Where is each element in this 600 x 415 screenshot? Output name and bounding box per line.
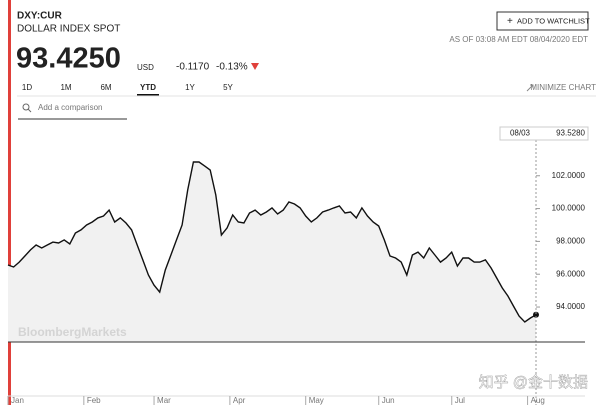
x-tick-label: Mar: [157, 396, 171, 405]
plus-icon[interactable]: +: [507, 16, 513, 27]
y-tick-label: 98.0000: [556, 237, 585, 246]
x-tick-label: Jun: [382, 396, 395, 405]
tab[interactable]: 1Y: [185, 83, 195, 92]
y-tick-label: 102.0000: [552, 171, 586, 180]
tab[interactable]: 1D: [22, 83, 32, 92]
current-date: 08/03: [510, 129, 531, 138]
y-tick-label: 96.0000: [556, 269, 585, 278]
x-tick-label: May: [309, 396, 324, 405]
x-tick-label: Apr: [233, 396, 246, 405]
change-pct: -0.13%: [216, 62, 248, 73]
comparison-input[interactable]: Add a comparison: [38, 103, 102, 112]
x-tick-label: Jul: [455, 396, 465, 405]
button-frame[interactable]: [496, 11, 589, 31]
tab[interactable]: 5Y: [223, 83, 233, 92]
x-tick-label: Jan: [11, 396, 24, 405]
price-line: [7, 161, 537, 323]
y-tick-label: 94.0000: [556, 302, 585, 311]
instrument-name: DOLLAR INDEX SPOT: [17, 24, 120, 35]
search-icon: [22, 103, 30, 111]
minimize-icon: [526, 84, 534, 92]
chart: 94.0000 96.0000 98.0000 100.0000 102.0000 08/…: [7, 126, 589, 405]
as-of: AS OF 03:08 AM EDT 08/04/2020 EDT: [449, 35, 588, 44]
accent-bar: [8, 0, 11, 405]
x-tick-label: Aug: [531, 396, 545, 405]
watchlist-button[interactable]: + ADD TO WATCHLIST: [496, 11, 590, 31]
y-tick-label: 100.0000: [552, 204, 586, 213]
ticker: DXY:CUR: [17, 11, 63, 22]
current-box: [499, 126, 589, 141]
price: 93.4250: [16, 43, 121, 75]
change: -0.1170: [176, 62, 210, 73]
tab[interactable]: YTD: [140, 83, 156, 92]
current-value: 93.5280: [556, 129, 585, 138]
watermark: BloombergMarkets: [18, 325, 127, 339]
x-tick-label: Feb: [87, 396, 101, 405]
down-arrow: [251, 63, 259, 70]
tab[interactable]: 1M: [60, 83, 71, 92]
area: [8, 162, 536, 342]
site-watermark: 知乎 @金十数据: [479, 374, 588, 391]
currency: USD: [137, 63, 154, 72]
last-point: [533, 311, 539, 318]
search-icon-handle: [27, 108, 32, 113]
button-label[interactable]: ADD TO WATCHLIST: [517, 16, 590, 25]
tab[interactable]: 6M: [100, 83, 111, 92]
minimize-chart[interactable]: MINIMIZE CHART: [530, 83, 596, 92]
tabs: 1D 1M 6M YTD 1Y 5Y: [22, 83, 234, 96]
